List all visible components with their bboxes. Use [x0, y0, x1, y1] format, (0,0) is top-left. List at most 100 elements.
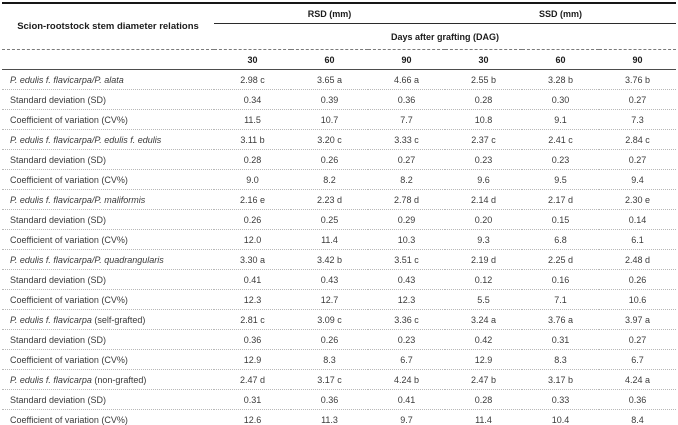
- table-header: Scion-rootstock stem diameter relations …: [2, 3, 677, 70]
- row-label: Standard deviation (SD): [2, 269, 214, 290]
- cell-value: 3.17 b: [522, 369, 600, 390]
- day-header-rsd-30: 30: [214, 49, 291, 70]
- row-label: Standard deviation (SD): [2, 89, 214, 110]
- cell-value: 7.3: [599, 109, 677, 130]
- cell-value: 2.98 c: [214, 69, 291, 90]
- cell-value: 2.30 e: [599, 189, 677, 210]
- cell-value: 11.4: [291, 229, 368, 250]
- cell-value: 10.4: [551, 414, 570, 425]
- cell-value: 3.97 a: [599, 309, 677, 330]
- table-row: P. edulis f. flavicarpa (self-grafted) 2.…: [2, 309, 677, 330]
- cell-value: 0.23: [368, 329, 446, 350]
- span-header-row: Days after grafting (DAG): [2, 23, 677, 50]
- cell-value: 0.36: [368, 89, 446, 110]
- cell-value: 0.43: [291, 269, 368, 290]
- table-row: Standard deviation (SD) 0.28 0.26 0.27 0.23 0…: [2, 149, 677, 170]
- cell-value: 0.27: [368, 149, 446, 170]
- cell-value: 11.4: [475, 414, 492, 425]
- cell-value: 0.34: [214, 89, 291, 110]
- row-label: Coefficient of variation (CV%): [2, 349, 214, 370]
- row-label: P. edulis f. flavicarpa/P. edulis f. edu…: [2, 129, 214, 150]
- cell-value: 12.9: [445, 349, 523, 370]
- cell-value: 9.1: [522, 109, 600, 130]
- cell-value: 2.47 b: [445, 369, 523, 390]
- cell-value: 4.66 a: [368, 69, 446, 90]
- cell-value: 3.24 a: [445, 309, 523, 330]
- species-name: P. edulis f. flavicarpa/P. quadrangulari…: [10, 254, 164, 265]
- cell-value: 3.28 b: [522, 69, 600, 90]
- cell-value: 0.36: [599, 389, 677, 410]
- cell-value: 9.7: [400, 414, 413, 425]
- row-label: Coefficient of variation (CV%): [2, 410, 214, 425]
- cell-value: 2.25 d: [522, 249, 600, 270]
- cell-value: 8.2: [368, 169, 446, 190]
- cell-value: 2.23 d: [291, 189, 368, 210]
- row-label: Coefficient of variation (CV%): [2, 169, 214, 190]
- cell-value: 9.6: [445, 169, 523, 190]
- cell-value: 7.7: [368, 109, 446, 130]
- table-row: Coefficient of variation (CV%) 12.0 11.4 10…: [2, 229, 677, 250]
- day-header-ssd-30: 30: [445, 49, 523, 70]
- span-header-days-after-grafting: Days after grafting (DAG): [214, 23, 677, 50]
- cell-value: 0.27: [599, 89, 677, 110]
- column-header-scion-rootstock: Scion-rootstock stem diameter relations: [2, 3, 214, 50]
- row-label: P. edulis f. flavicarpa (non-grafted): [2, 369, 214, 390]
- species-name: P. edulis f. flavicarpa/P. maliformis: [10, 194, 146, 205]
- table-row: Coefficient of variation (CV%) 9.0 8.2 8.2 9…: [2, 169, 677, 190]
- cell-value: 0.42: [445, 329, 523, 350]
- row-label: Standard deviation (SD): [2, 149, 214, 170]
- cell-value: 0.33: [522, 389, 600, 410]
- cell-value: 0.41: [214, 269, 291, 290]
- row-label: Coefficient of variation (CV%): [2, 109, 214, 130]
- cell-value: 0.14: [599, 209, 677, 230]
- cell-value: 4.24 a: [599, 369, 677, 390]
- table-row: Standard deviation (SD) 0.36 0.26 0.23 0.42 0…: [2, 329, 677, 350]
- cell-value: 3.51 c: [368, 249, 446, 270]
- cell-value: 2.19 d: [445, 249, 523, 270]
- species-name: P. edulis f. flavicarpa/P. alata: [10, 74, 124, 85]
- cell-value: 0.36: [214, 329, 291, 350]
- cell-value: 3.09 c: [291, 309, 368, 330]
- cell-value: 0.12: [445, 269, 523, 290]
- cell-value: 0.25: [291, 209, 368, 230]
- cell-value: 12.7: [291, 289, 368, 310]
- cell-value: 0.27: [599, 329, 677, 350]
- row-label-text: Coefficient of variation (CV%): [10, 414, 128, 425]
- table-row: Standard deviation (SD) 0.41 0.43 0.43 0.12 0…: [2, 269, 677, 290]
- cell-value: 8.2: [291, 169, 368, 190]
- row-label-text: Standard deviation (SD): [10, 94, 107, 105]
- cell-value: 10.6: [599, 289, 677, 310]
- table-row: P. edulis f. flavicarpa/P. alata 2.98 c 3.…: [2, 69, 677, 90]
- cell-value: 11.5: [214, 109, 291, 130]
- cell-value: 8.3: [291, 349, 368, 370]
- cell-value: 2.14 d: [445, 189, 523, 210]
- cell-value: 6.7: [368, 349, 446, 370]
- cell-value: 2.16 e: [214, 189, 291, 210]
- cell-value: 0.27: [599, 149, 677, 170]
- cell-value: 5.5: [445, 289, 523, 310]
- cell-value: 3.36 c: [368, 309, 446, 330]
- row-label: P. edulis f. flavicarpa/P. maliformis: [2, 189, 214, 210]
- cell-value: 0.36: [291, 389, 368, 410]
- cell-value: 9.4: [599, 169, 677, 190]
- row-label-text: Standard deviation (SD): [10, 334, 107, 345]
- table-row: P. edulis f. flavicarpa/P. maliformis 2.1…: [2, 189, 677, 210]
- group-header-rsd: RSD (mm): [214, 3, 446, 24]
- cell-value: 3.20 c: [291, 129, 368, 150]
- cell-value: 0.16: [522, 269, 600, 290]
- row-label-text: Coefficient of variation (CV%): [10, 114, 128, 125]
- table-row: Coefficient of variation (CV%) 12.9 8.3 6.7…: [2, 349, 677, 370]
- cell-value: 0.23: [522, 149, 600, 170]
- row-label: P. edulis f. flavicarpa/P. alata: [2, 69, 214, 90]
- cell-value: 10.8: [445, 109, 523, 130]
- cell-value: 0.31: [214, 389, 291, 410]
- cell-value: 11.3: [321, 414, 338, 425]
- row-label: P. edulis f. flavicarpa (self-grafted): [2, 309, 214, 330]
- cell-value: 9.5: [522, 169, 600, 190]
- group-header-ssd: SSD (mm): [445, 3, 677, 24]
- cell-value: 0.26: [291, 149, 368, 170]
- cell-value: 12.0: [214, 229, 291, 250]
- table-row: Coefficient of variation (CV%) 12.6 11.3 9.…: [2, 410, 676, 425]
- cell-value: 0.26: [291, 329, 368, 350]
